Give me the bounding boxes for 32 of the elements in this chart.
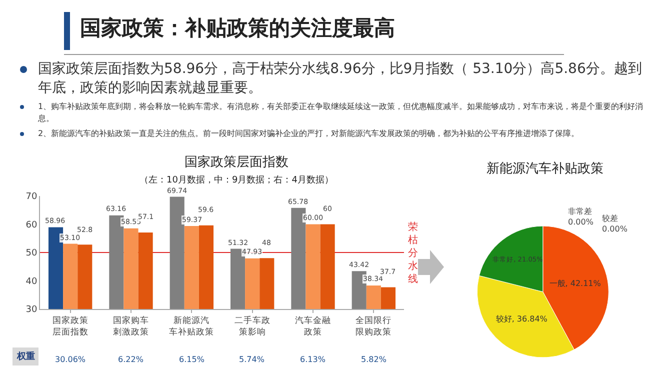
text: 6.13% bbox=[300, 355, 326, 364]
chart-subtitle: （左：10月数据，中：9月数据；右：4月数据） bbox=[140, 174, 334, 186]
text: 30.06% bbox=[55, 355, 86, 364]
y-tick-label: 70 bbox=[26, 192, 38, 202]
chart-title: 国家政策层面指数 bbox=[184, 154, 288, 170]
text: 5.82% bbox=[361, 355, 387, 364]
text: 2、新能源汽车的补贴政策一直是关注的焦点。前一段时间国家对骗补企业的严打，对新能源汽车发展政策的明确，都为补贴的公平有序推进增添了保障。 bbox=[38, 128, 580, 140]
category-label: 非常差 bbox=[568, 207, 592, 216]
text: 国家政策层面指数为58.96分，高于枯荣分水线8.96分，比9月指数（ 53.10分）高5.86分。越到年底，政策的影响因素就越显重要。 bbox=[38, 60, 643, 98]
text: 权重 bbox=[16, 351, 35, 362]
text: 1、购车补贴政策年底到期，将会释放一轮购车需求。有消息称，有关部委正在争取继续延续这一政策，但优惠幅度减半。如果能够成功，对车市来说，将是个重要的利好消息。 bbox=[38, 101, 644, 125]
text: 5.74% bbox=[239, 355, 265, 364]
y-tick-label: 50 bbox=[26, 248, 38, 259]
chart-title: 新能源汽车补贴政策 bbox=[486, 162, 604, 177]
slice-label: 较好, 36.84% bbox=[496, 314, 548, 324]
x-tick-label: 国家政策层面指数 bbox=[52, 315, 88, 338]
text: 6.22% bbox=[118, 355, 144, 364]
text: 国家政策：补贴政策的关注度最高 bbox=[80, 15, 395, 42]
slice-label: 一般, 42.11% bbox=[549, 279, 602, 288]
x-tick-label: 二手车政策影响 bbox=[234, 315, 270, 338]
x-tick-label: 新能源汽车补贴政策 bbox=[169, 315, 214, 338]
text: 0.00% bbox=[568, 217, 594, 226]
text: 6.15% bbox=[179, 355, 205, 364]
x-tick-label: 国家购车刺激政策 bbox=[113, 315, 149, 338]
text: 0.00% bbox=[602, 224, 628, 234]
y-tick-label: 40 bbox=[26, 276, 38, 287]
y-tick-label: 30 bbox=[26, 305, 38, 316]
category-label: 较差 bbox=[602, 214, 618, 223]
x-tick-label: 全国限行限购政策 bbox=[356, 315, 392, 338]
y-tick-label: 60 bbox=[26, 220, 38, 230]
x-tick-label: 汽车金融政策 bbox=[295, 315, 331, 338]
ref-line-label: 荣枯分水线 bbox=[408, 221, 418, 285]
